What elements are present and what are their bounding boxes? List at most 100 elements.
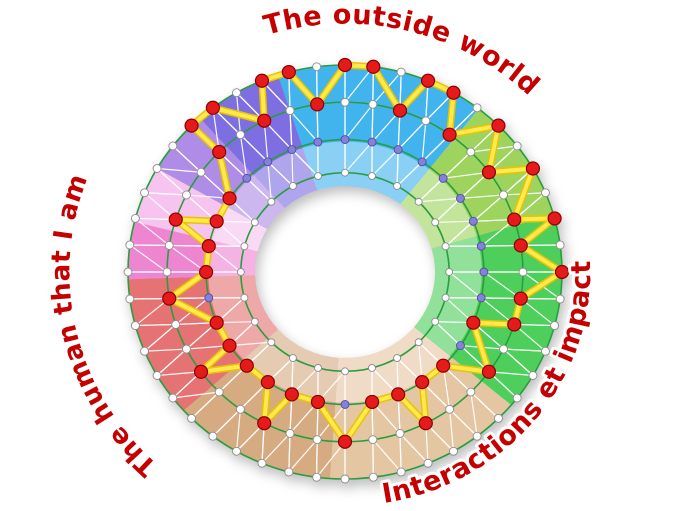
highlight-node[interactable] — [366, 59, 381, 74]
ring-outer-node[interactable] — [528, 371, 538, 380]
sector-tan[interactable] — [183, 329, 339, 479]
ring-outer-node[interactable] — [152, 371, 162, 380]
ring-third-node[interactable] — [476, 293, 486, 303]
ring-outer-node[interactable] — [152, 164, 162, 173]
ring-outer-node[interactable] — [140, 188, 149, 198]
ring-outer-node[interactable] — [423, 458, 433, 468]
ring-inner-node[interactable] — [341, 367, 349, 376]
ring-third-node[interactable] — [417, 157, 427, 167]
ring-inner-node[interactable] — [341, 168, 349, 177]
ring-outer-node[interactable] — [368, 472, 378, 482]
ring-second-node[interactable] — [499, 344, 508, 354]
highlight-node[interactable] — [162, 291, 177, 306]
ring-second-node[interactable] — [445, 404, 455, 414]
ring-outer-node[interactable] — [472, 103, 482, 113]
ring-outer-node[interactable] — [125, 294, 135, 304]
ring-second-node[interactable] — [164, 240, 174, 250]
ring-outer-node[interactable] — [284, 467, 294, 477]
ring-inner-node[interactable] — [314, 364, 322, 372]
highlight-node[interactable] — [199, 264, 214, 280]
highlight-node[interactable] — [481, 364, 497, 379]
ring-third-node[interactable] — [479, 267, 489, 277]
highlight-node[interactable] — [392, 103, 408, 118]
highlight-node[interactable] — [222, 191, 237, 206]
highlight-node[interactable] — [260, 375, 275, 390]
ring-outer-node[interactable] — [208, 431, 218, 441]
ring-second-node[interactable] — [182, 190, 191, 200]
ring-inner-node[interactable] — [445, 268, 454, 276]
ring-outer-node[interactable] — [168, 393, 178, 403]
ring-inner-node[interactable] — [368, 172, 376, 180]
highlight-node[interactable] — [337, 434, 353, 449]
ring-second-node[interactable] — [235, 130, 245, 140]
highlight-node[interactable] — [391, 387, 406, 402]
ring-outer-node[interactable] — [512, 141, 522, 151]
highlight-node[interactable] — [513, 238, 528, 253]
highlight-node[interactable] — [481, 165, 497, 180]
ring-inner-node[interactable] — [441, 242, 450, 251]
ring-second-node[interactable] — [182, 344, 191, 354]
highlight-node[interactable] — [436, 358, 451, 373]
highlight-node[interactable] — [254, 73, 270, 88]
ring-inner-node[interactable] — [236, 268, 245, 276]
ring-outer-node[interactable] — [187, 413, 197, 423]
highlight-node[interactable] — [310, 97, 325, 112]
highlight-node[interactable] — [239, 358, 254, 373]
ring-outer-node[interactable] — [125, 240, 135, 250]
ring-second-node[interactable] — [162, 267, 172, 277]
highlight-node[interactable] — [418, 416, 433, 431]
sector-pink[interactable] — [128, 221, 258, 280]
ring-outer-node[interactable] — [555, 240, 565, 250]
ring-second-node[interactable] — [312, 435, 322, 445]
highlight-node[interactable] — [222, 338, 237, 353]
ring-outer-node[interactable] — [168, 141, 178, 151]
highlight-node[interactable] — [281, 64, 296, 80]
ring-outer-node[interactable] — [312, 62, 322, 72]
ring-inner-node[interactable] — [414, 338, 423, 347]
highlight-node[interactable] — [554, 264, 570, 280]
highlight-node[interactable] — [168, 212, 183, 227]
ring-inner-node[interactable] — [431, 317, 440, 326]
ring-inner-node[interactable] — [250, 218, 259, 227]
ring-outer-node[interactable] — [541, 188, 550, 198]
sector-red[interactable] — [128, 274, 279, 411]
ring-inner-node[interactable] — [431, 218, 440, 227]
ring-outer-node[interactable] — [123, 267, 133, 277]
highlight-node[interactable] — [209, 315, 224, 330]
highlight-node[interactable] — [212, 144, 227, 160]
ring-inner-node[interactable] — [288, 354, 297, 362]
ring-third-node[interactable] — [476, 241, 486, 251]
ring-second-node[interactable] — [196, 167, 206, 177]
ring-outer-node[interactable] — [449, 446, 458, 456]
sector-pink-light[interactable] — [134, 168, 268, 252]
ring-third-node[interactable] — [204, 293, 214, 303]
highlight-node[interactable] — [205, 100, 220, 115]
highlight-node[interactable] — [284, 387, 299, 402]
highlight-node[interactable] — [415, 375, 430, 390]
ring-third-node[interactable] — [456, 193, 465, 203]
sector-green[interactable] — [413, 214, 563, 406]
highlight-node[interactable] — [257, 416, 272, 431]
ring-second-node[interactable] — [466, 147, 476, 157]
ring-inner-node[interactable] — [368, 364, 376, 372]
ring-outer-node[interactable] — [340, 474, 350, 484]
ring-outer-node[interactable] — [555, 294, 565, 304]
ring-third-node[interactable] — [456, 341, 465, 351]
ring-second-node[interactable] — [235, 404, 245, 414]
highlight-node[interactable] — [466, 315, 481, 330]
ring-outer-node[interactable] — [140, 346, 149, 356]
ring-outer-node[interactable] — [257, 458, 267, 468]
ring-inner-node[interactable] — [240, 242, 249, 251]
ring-third-node[interactable] — [340, 400, 350, 409]
ring-second-node[interactable] — [395, 428, 405, 438]
ring-third-node[interactable] — [438, 173, 448, 183]
ring-second-node[interactable] — [499, 190, 508, 200]
ring-outer-node[interactable] — [232, 446, 241, 456]
ring-third-node[interactable] — [287, 145, 297, 155]
ring-second-node[interactable] — [466, 387, 476, 397]
ring-outer-node[interactable] — [232, 88, 241, 98]
highlight-node[interactable] — [201, 239, 216, 254]
highlight-node[interactable] — [420, 73, 436, 88]
ring-third-node[interactable] — [313, 137, 323, 147]
ring-third-node[interactable] — [367, 137, 377, 147]
